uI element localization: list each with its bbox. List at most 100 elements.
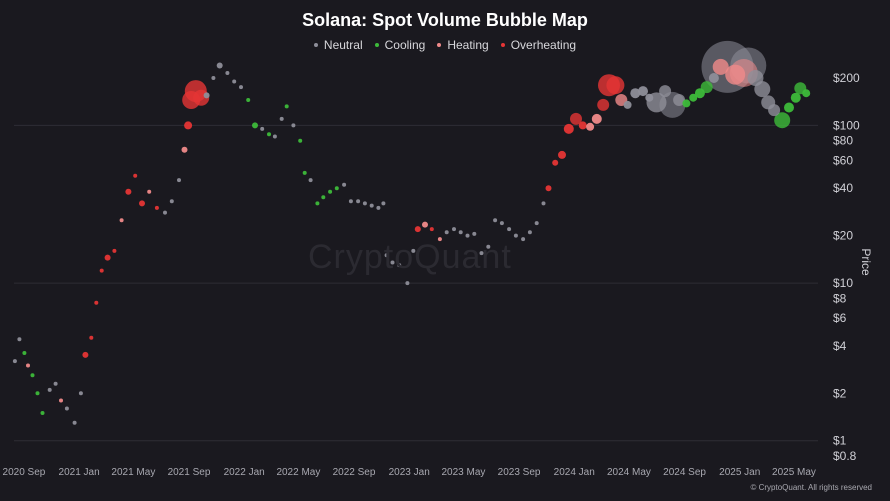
x-tick-label: 2025 May: [772, 467, 816, 478]
bubble-neutral: [17, 337, 22, 342]
bubble-neutral: [177, 178, 181, 183]
bubble-cooling: [334, 186, 339, 191]
bubble-overheating: [414, 226, 421, 233]
bubble-cooling: [682, 99, 691, 108]
x-tick-label: 2024 Sep: [663, 467, 706, 478]
x-tick-label: 2021 Jan: [59, 467, 100, 478]
bubble-cooling: [774, 112, 791, 129]
bubble-layer: [12, 40, 811, 425]
bubble-neutral: [397, 263, 402, 268]
bubble-overheating: [597, 98, 610, 111]
y-axis: $0.8$1 $2 $4 $6 $8$10 $20 $40 $60 $80 $100 $200: [833, 71, 860, 463]
bubble-cooling: [315, 201, 320, 206]
y-tick-label: $1: [833, 434, 847, 448]
legend-item-neutral[interactable]: Neutral: [313, 38, 363, 52]
y-axis-label: Price: [859, 248, 873, 276]
bubble-neutral: [452, 227, 456, 232]
legend-label: Overheating: [510, 38, 577, 52]
bubble-overheating: [154, 205, 159, 210]
legend-label: Heating: [447, 38, 489, 52]
bubble-neutral: [272, 134, 277, 139]
bubble-heating: [422, 221, 428, 228]
x-tick-label: 2023 Jan: [389, 467, 430, 478]
bubble-neutral: [72, 420, 77, 425]
bubble-neutral: [308, 178, 313, 183]
bubble-heating: [437, 237, 442, 242]
bubble-overheating: [606, 76, 625, 95]
bubble-neutral: [232, 79, 237, 84]
bubble-overheating: [578, 121, 587, 130]
bubble-cooling: [246, 98, 251, 102]
legend-dot-cooling: [374, 42, 379, 47]
bubble-neutral: [527, 230, 532, 235]
x-tick-label: 2024 May: [607, 467, 651, 478]
bubble-neutral: [630, 88, 641, 99]
x-tick-label: 2023 May: [441, 467, 485, 478]
y-tick-label: $80: [833, 134, 853, 148]
bubble-neutral: [169, 199, 174, 204]
bubble-cooling: [284, 104, 289, 109]
bubble-heating: [586, 122, 595, 131]
bubble-overheating: [82, 351, 89, 358]
bubble-overheating: [89, 335, 94, 340]
bubble-neutral: [362, 201, 367, 206]
x-axis: 2020 Sep 2021 Jan 2021 May 2021 Sep 2022 Jan…: [3, 467, 816, 478]
y-tick-label: $4: [833, 339, 847, 353]
legend-item-cooling[interactable]: Cooling: [374, 38, 425, 52]
y-tick-label: $6: [833, 311, 847, 325]
bubble-neutral: [499, 221, 504, 226]
bubble-neutral: [384, 253, 389, 258]
chart-title: Solana: Spot Volume Bubble Map: [302, 10, 588, 30]
bubble-cooling: [302, 170, 307, 175]
y-tick-label: $2: [833, 386, 847, 400]
bubble-cooling: [802, 89, 811, 98]
bubble-heating: [725, 64, 746, 85]
bubble-heating: [119, 218, 124, 223]
bubble-overheating: [429, 227, 434, 232]
bubble-cooling: [298, 138, 303, 143]
y-tick-label: $10: [833, 276, 853, 290]
bubble-cooling: [790, 92, 801, 103]
bubble-neutral: [513, 233, 518, 238]
bubble-neutral: [444, 230, 449, 235]
legend-dot-neutral: [313, 42, 318, 47]
y-tick-label: $200: [833, 71, 860, 85]
bubble-neutral: [673, 94, 686, 106]
x-tick-label: 2022 May: [276, 467, 320, 478]
bubble-neutral: [211, 76, 216, 80]
legend: Neutral Cooling Heating Overheating: [0, 38, 890, 52]
x-tick-label: 2022 Jan: [224, 467, 265, 478]
bubble-neutral: [479, 251, 484, 256]
bubble-neutral: [376, 205, 381, 210]
bubble-neutral: [623, 100, 632, 109]
bubble-neutral: [239, 85, 243, 90]
x-tick-label: 2020 Sep: [3, 467, 46, 478]
bubble-neutral: [381, 201, 386, 206]
bubble-overheating: [125, 188, 132, 195]
legend-item-overheating[interactable]: Overheating: [500, 38, 577, 52]
bubble-neutral: [342, 182, 347, 187]
bubble-neutral: [291, 123, 296, 128]
bubble-heating: [147, 189, 152, 194]
bubble-neutral: [458, 230, 463, 235]
legend-item-heating[interactable]: Heating: [437, 38, 489, 52]
legend-label: Neutral: [323, 38, 363, 52]
bubble-neutral: [203, 92, 210, 99]
watermark: CryptoQuant: [308, 238, 512, 276]
bubble-cooling: [22, 351, 27, 355]
bubble-neutral: [405, 281, 410, 286]
bubble-neutral: [534, 221, 539, 226]
bubble-heating: [26, 363, 30, 368]
bubble-neutral: [78, 391, 83, 396]
bubble-heating: [181, 146, 188, 153]
bubble-neutral: [465, 233, 470, 238]
bubble-neutral: [279, 116, 284, 121]
bubble-neutral: [348, 199, 353, 204]
bubble-cooling: [328, 189, 333, 194]
x-tick-label: 2022 Sep: [333, 467, 376, 478]
y-tick-label: $8: [833, 291, 847, 305]
bubble-neutral: [390, 260, 395, 265]
bubble-neutral: [260, 126, 265, 131]
bubble-neutral: [708, 73, 719, 83]
